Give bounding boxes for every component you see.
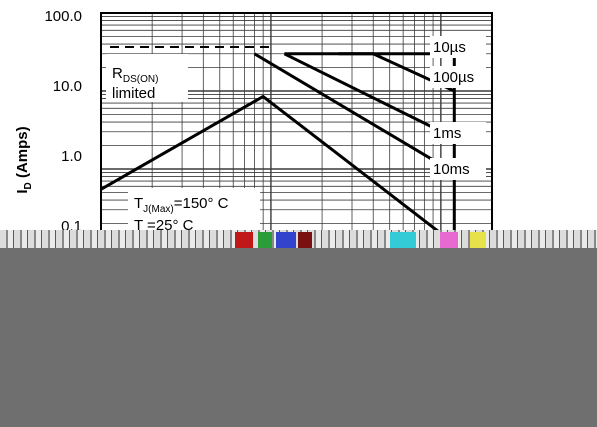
glitch-block (470, 232, 486, 248)
rds-label-main: R (112, 65, 123, 82)
y-axis-label-rest: (Amps) (14, 126, 31, 182)
series-line (283, 52, 455, 140)
glitch-block (298, 232, 312, 248)
temp-label-box (128, 188, 260, 236)
rds-label-box (106, 54, 188, 102)
glitch-block (390, 232, 416, 248)
rds-label-sub: DS(ON) (123, 74, 159, 85)
series-label-bg (430, 158, 486, 180)
series-label: 100µs (433, 69, 474, 86)
grey-region (0, 248, 597, 427)
glitch-block (258, 232, 272, 248)
glitch-block (440, 232, 458, 248)
series-label: 1ms (433, 125, 461, 142)
rds-label: RDS(ON) (112, 65, 158, 85)
ta-label: T =25° C (134, 217, 194, 234)
y-axis-label: ID (Amps) (14, 126, 34, 193)
series-line (284, 52, 455, 93)
y-tick-label: 1.0 (61, 148, 82, 165)
svg-text:ID (Amps): ID (Amps) (14, 126, 34, 193)
series-labels: 10µs 100µs 1ms 10ms (430, 36, 486, 180)
series-label-bg (430, 122, 486, 144)
series-label: 10ms (433, 161, 470, 178)
glitch-block (276, 232, 296, 248)
tj-label-main: T (134, 195, 143, 212)
series-line (253, 52, 456, 174)
series-label-bg (430, 66, 486, 88)
y-axis-label-main: I (14, 189, 31, 193)
series-label: 10µs (433, 39, 466, 56)
rds-label-limited: limited (112, 85, 155, 102)
tj-label-rest: =150° C (174, 195, 229, 212)
glitch-block (235, 232, 253, 248)
y-tick-label: 10.0 (53, 78, 82, 95)
series-label-bg (430, 36, 486, 58)
y-axis-label-sub: D (23, 182, 34, 189)
tj-label: TJ(Max)=150° C (134, 195, 229, 215)
series-line (100, 94, 442, 235)
y-tick-label: 100.0 (44, 8, 82, 25)
tj-label-sub: J(Max) (143, 204, 174, 215)
